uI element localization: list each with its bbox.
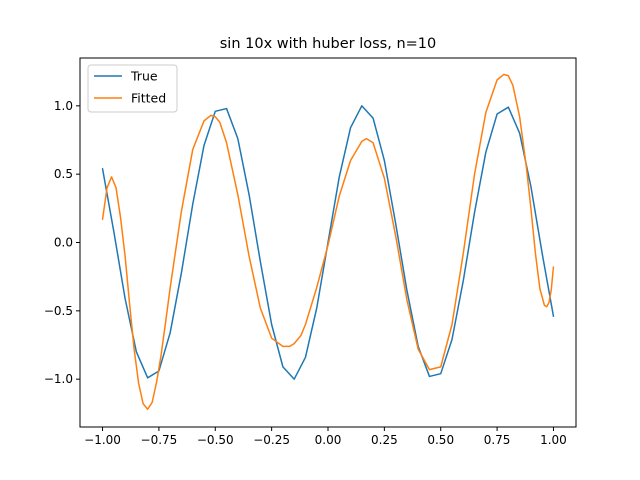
y-axis: −1.0 −0.5 0.0 0.5 1.0 [44, 99, 80, 386]
x-axis: −1.00 −0.75 −0.50 −0.25 0.00 0.25 0.50 0.75 1.00 [84, 427, 567, 447]
chart-title: sin 10x with huber loss, n=10 [220, 36, 437, 52]
y-tick-label: 0.5 [54, 167, 73, 181]
series-layer [101, 73, 555, 410]
legend: True Fitted [87, 64, 178, 113]
x-tick-label: −0.75 [141, 433, 178, 447]
y-tick-label: −1.0 [44, 372, 73, 386]
y-tick-label: 1.0 [54, 99, 73, 113]
legend-label-true: True [130, 69, 158, 84]
x-tick-label: −0.50 [197, 433, 234, 447]
x-tick-label: −1.00 [84, 433, 121, 447]
y-tick-label: −0.5 [44, 304, 73, 318]
y-tick-label: 0.0 [54, 236, 73, 250]
x-tick-label: 0.00 [315, 433, 342, 447]
x-tick-label: 0.75 [484, 433, 511, 447]
x-tick-label: 0.50 [427, 433, 454, 447]
legend-label-fitted: Fitted [131, 91, 166, 106]
series-line-fitted [101, 73, 555, 410]
x-tick-label: −0.25 [253, 433, 290, 447]
x-tick-label: 1.00 [540, 433, 567, 447]
x-tick-label: 0.25 [371, 433, 398, 447]
